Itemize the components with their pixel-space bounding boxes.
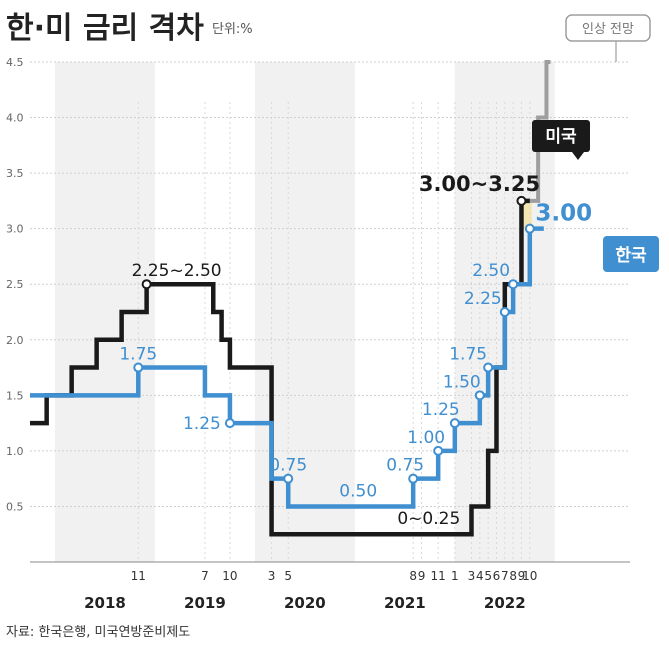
korea-marker <box>499 307 510 317</box>
korea-label: 1.50 <box>443 372 481 392</box>
outlook-label: 인상 전망 <box>582 22 634 37</box>
us-label: 3.00~3.25 <box>419 172 540 196</box>
source-note: 자료: 한국은행, 미국연방준비제도 <box>6 624 190 640</box>
korea-marker <box>449 418 460 429</box>
data-labels: 2.25~2.50 0~0.25 3.00~3.25 1.75 1.25 0.75 0.50… <box>119 172 592 529</box>
rate-gap-highlight <box>521 200 532 229</box>
month-tick-label: 10 <box>222 569 237 583</box>
x-axis-year-labels: 2018 2019 2020 2021 2022 <box>84 594 526 612</box>
korea-label: 2.50 <box>472 261 510 281</box>
korea-label: 0.75 <box>386 456 424 476</box>
us-badge-pointer <box>572 152 584 160</box>
korea-label: 0.75 <box>269 456 307 476</box>
us-label: 2.25~2.50 <box>132 261 222 281</box>
chart-title: 한·미 금리 격차 <box>6 11 204 46</box>
outlook-box <box>565 14 651 42</box>
korea-marker <box>474 390 485 401</box>
month-tick-label: 3 <box>268 569 276 583</box>
month-tick-label: 5 <box>484 569 492 583</box>
y-tick-label: 4.5 <box>6 56 24 69</box>
korea-label: 1.75 <box>119 345 157 365</box>
korea-marker <box>508 279 519 290</box>
year-label-2022: 2022 <box>484 594 526 612</box>
forecast-line <box>521 60 551 203</box>
us-badge-label: 미국 <box>545 127 577 147</box>
year-label-2018: 2018 <box>84 594 126 612</box>
korea-label: 1.75 <box>449 345 487 365</box>
korea-marker <box>283 473 294 484</box>
year-label-2021: 2021 <box>384 594 426 612</box>
x-axis-month-ticks: 11 7 10 3 5 8 9 11 1 3 4 5 6 7 8 910 <box>131 102 537 583</box>
korea-badge-box <box>603 236 659 272</box>
korea-marker <box>524 223 535 234</box>
y-tick-label: 0.5 <box>6 500 24 513</box>
month-tick-label: 3 <box>468 569 476 583</box>
korea-marker <box>133 362 144 373</box>
year-bands <box>54 62 555 562</box>
y-tick-label: 2.0 <box>6 334 24 347</box>
korea-label: 1.25 <box>183 414 221 434</box>
korea-label: 3.00 <box>535 201 592 227</box>
year-label-2020: 2020 <box>284 594 326 612</box>
month-tick-label: 8 <box>409 569 417 583</box>
y-tick-label: 1.5 <box>6 389 24 402</box>
korea-badge: 한국 <box>603 236 659 272</box>
month-tick-label: 9 <box>518 569 526 583</box>
gap-fill <box>521 200 532 229</box>
year-label-2019: 2019 <box>184 594 226 612</box>
korea-label: 1.25 <box>422 400 460 420</box>
month-tick-label: 5 <box>284 569 292 583</box>
month-tick-label: 9 <box>418 569 426 583</box>
month-tick-label: 6 <box>493 569 501 583</box>
y-tick-label: 3.5 <box>6 167 24 180</box>
month-tick-label: 8 <box>509 569 517 583</box>
month-tick-label: 4 <box>476 569 484 583</box>
month-tick-label: 7 <box>201 569 209 583</box>
korea-label: 1.00 <box>407 428 445 448</box>
korea-badge-label: 한국 <box>615 246 647 266</box>
us-badge-box <box>532 120 590 152</box>
month-tick-label: 10 <box>522 569 537 583</box>
us-badge: 미국 <box>532 120 590 160</box>
korea-label: 2.25 <box>464 289 502 309</box>
us-marker <box>141 279 152 290</box>
month-tick-label: 11 <box>131 569 146 583</box>
y-tick-label: 1.0 <box>6 445 24 458</box>
korea-marker <box>433 445 444 456</box>
korea-marker <box>483 362 494 373</box>
y-tick-label: 2.5 <box>6 278 24 291</box>
outlook-callout: 인상 전망 <box>565 14 651 62</box>
month-tick-label: 7 <box>501 569 509 583</box>
y-tick-label: 4.0 <box>6 112 24 125</box>
y-tick-label: 3.0 <box>6 223 24 236</box>
korea-marker <box>224 418 235 429</box>
month-tick-label: 1 <box>451 569 459 583</box>
unit-label: 단위:% <box>212 22 253 37</box>
korea-marker <box>408 473 419 484</box>
us-label: 0~0.25 <box>397 509 460 529</box>
us-marker <box>516 195 527 206</box>
korea-label: 0.50 <box>339 481 377 501</box>
y-axis-ticks: 0.5 1.0 1.5 2.0 2.5 3.0 3.5 4.0 4.5 <box>6 56 24 513</box>
month-tick-label: 11 <box>431 569 446 583</box>
